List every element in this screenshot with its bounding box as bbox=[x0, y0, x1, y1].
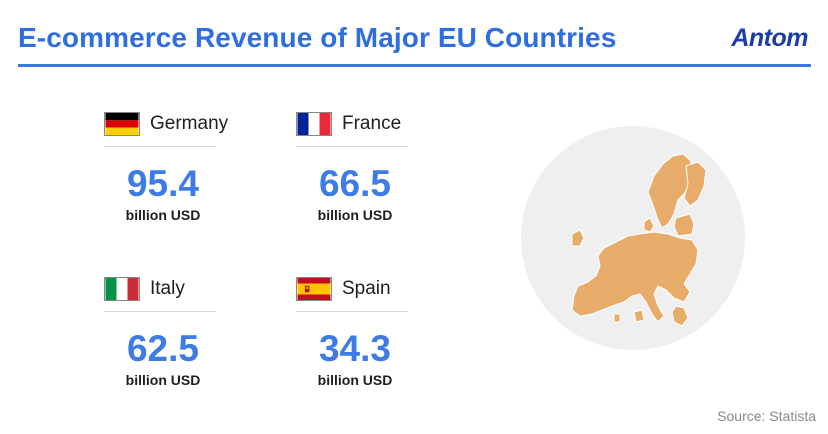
country-divider bbox=[296, 311, 408, 312]
revenue-unit: billion USD bbox=[125, 372, 201, 388]
country-header: Italy bbox=[104, 276, 222, 302]
revenue-value: 66.5 bbox=[318, 163, 391, 204]
title-divider bbox=[18, 64, 811, 67]
country-card-france: France 66.5 billion USD bbox=[296, 111, 414, 223]
country-card-spain: Spain 34.3 billion USD bbox=[296, 276, 414, 388]
antom-logo: Antom bbox=[731, 24, 808, 52]
country-divider bbox=[104, 146, 216, 147]
revenue-unit: billion USD bbox=[125, 207, 201, 223]
country-name: Italy bbox=[150, 278, 185, 299]
revenue-unit: billion USD bbox=[317, 207, 393, 223]
country-header: Germany bbox=[104, 111, 228, 137]
revenue-value: 34.3 bbox=[318, 328, 391, 369]
country-name: Germany bbox=[150, 113, 229, 134]
country-card-germany: Germany 95.4 billion USD bbox=[104, 111, 228, 223]
country-card-italy: Italy 62.5 billion USD bbox=[104, 276, 222, 388]
country-header: France bbox=[296, 111, 414, 137]
revenue-value: 95.4 bbox=[126, 163, 199, 204]
country-divider bbox=[104, 311, 216, 312]
country-divider bbox=[296, 146, 408, 147]
country-name: Spain bbox=[342, 278, 391, 299]
page-title: E-commerce Revenue of Major EU Countries bbox=[18, 22, 617, 53]
country-name: France bbox=[342, 113, 402, 134]
europe-map-illustration bbox=[521, 126, 745, 350]
italy-flag-icon bbox=[104, 277, 140, 301]
spain-flag-icon bbox=[296, 277, 332, 301]
country-header: Spain bbox=[296, 276, 414, 302]
revenue-unit: billion USD bbox=[317, 372, 393, 388]
germany-flag-icon bbox=[104, 112, 140, 136]
source-note: Source: Statista bbox=[717, 408, 816, 424]
eu-countries bbox=[571, 153, 707, 339]
revenue-value: 62.5 bbox=[126, 328, 199, 369]
france-flag-icon bbox=[296, 112, 332, 136]
